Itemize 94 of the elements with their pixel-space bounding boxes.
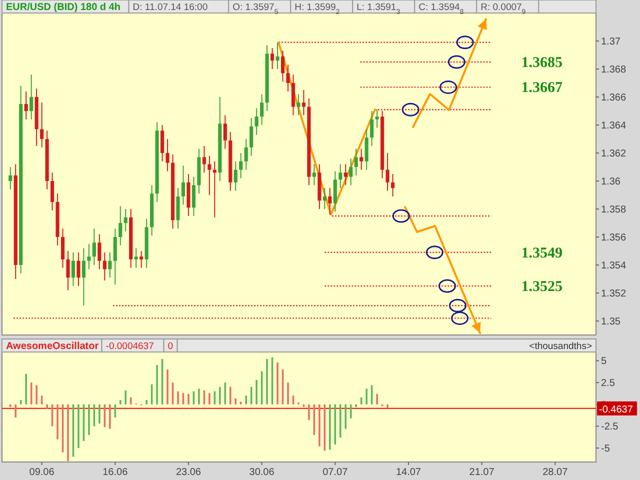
annotation: D: 11.07.14 16:00 bbox=[132, 2, 208, 13]
candlestick bbox=[333, 170, 337, 212]
candlestick bbox=[250, 118, 254, 156]
y-tick-label: 1.358 bbox=[601, 204, 626, 216]
candlestick bbox=[375, 109, 379, 128]
annotation: C: 1.3594$_{8}$ bbox=[418, 2, 464, 16]
candlestick bbox=[322, 188, 326, 210]
annotation: O: 1.3597$_{5}$ bbox=[232, 2, 278, 16]
y-tick-label: 1.37 bbox=[601, 36, 621, 48]
text: 1.3685 bbox=[521, 55, 562, 71]
candlestick bbox=[71, 252, 76, 286]
x-tick-label: 21.07 bbox=[469, 467, 495, 478]
x-tick-label: 09.06 bbox=[29, 467, 55, 478]
y-tick-label: 1.362 bbox=[601, 148, 626, 160]
candlestick bbox=[24, 90, 28, 120]
candlestick bbox=[40, 102, 44, 148]
y-tick-label: 1.352 bbox=[601, 288, 626, 300]
y-tick-label: 1.356 bbox=[601, 232, 626, 244]
text: 1.3525 bbox=[521, 279, 562, 295]
candlestick bbox=[50, 172, 54, 211]
candlestick bbox=[108, 252, 112, 278]
candlestick bbox=[328, 188, 332, 216]
y-tick-label: -5 bbox=[601, 444, 610, 455]
annotation: 0 bbox=[168, 341, 174, 352]
x-tick-label: 28.07 bbox=[542, 467, 568, 478]
candlestick bbox=[30, 74, 34, 120]
y-tick-label: -2.5 bbox=[601, 422, 619, 433]
candlestick bbox=[234, 160, 238, 192]
candlestick bbox=[98, 234, 102, 270]
candlestick bbox=[60, 228, 65, 268]
annotation: H: 1.3599$_{2}$ bbox=[294, 2, 340, 16]
candlestick bbox=[134, 248, 138, 268]
candlestick bbox=[239, 152, 243, 179]
candlestick bbox=[244, 138, 248, 170]
candlestick bbox=[102, 252, 106, 281]
candlestick bbox=[296, 94, 300, 116]
candlestick bbox=[390, 174, 395, 197]
candlestick bbox=[181, 165, 186, 206]
candlestick bbox=[118, 206, 122, 246]
y-tick-label: 1.366 bbox=[601, 92, 626, 104]
y-tick-label: 1.368 bbox=[601, 64, 626, 76]
candlestick bbox=[354, 148, 358, 176]
candlestick bbox=[208, 155, 212, 196]
candlestick bbox=[66, 250, 70, 291]
y-tick-label: 5 bbox=[601, 356, 607, 368]
candlestick bbox=[160, 124, 164, 162]
candlestick bbox=[202, 146, 206, 174]
chart-title: EUR/USD (BID) 180 d 4h bbox=[6, 2, 120, 13]
ref-line-label: -0.4637 bbox=[599, 404, 634, 416]
candlestick bbox=[140, 250, 144, 268]
y-tick-label: 1.35 bbox=[601, 316, 621, 328]
candlestick bbox=[270, 48, 274, 70]
x-tick-label: 23.06 bbox=[176, 467, 202, 478]
candlestick bbox=[192, 176, 196, 216]
candlestick bbox=[280, 50, 285, 82]
candlestick bbox=[312, 164, 316, 186]
candlestick bbox=[176, 188, 180, 230]
candlestick bbox=[124, 208, 128, 232]
x-tick-label: 16.06 bbox=[102, 467, 128, 478]
x-tick-label: 30.06 bbox=[249, 467, 275, 478]
candlestick bbox=[87, 244, 91, 270]
candlestick bbox=[364, 128, 368, 170]
candlestick bbox=[223, 114, 227, 150]
candlestick bbox=[82, 248, 86, 306]
text: 1.3549 bbox=[521, 245, 562, 262]
x-tick-label: 07.07 bbox=[322, 467, 348, 478]
candlestick bbox=[92, 228, 96, 266]
candlestick bbox=[338, 164, 342, 188]
text: 1.3667 bbox=[521, 80, 563, 96]
candlestick bbox=[291, 74, 296, 116]
candlestick bbox=[113, 228, 117, 286]
candlestick bbox=[344, 164, 348, 186]
candlestick bbox=[302, 90, 306, 116]
y-tick-label: 2.5 bbox=[601, 378, 616, 390]
y-tick-label: 1.354 bbox=[601, 260, 626, 272]
candlestick bbox=[349, 158, 353, 186]
y-tick-label: 1.36 bbox=[601, 176, 621, 188]
candlestick bbox=[276, 42, 280, 70]
candlestick bbox=[254, 108, 258, 136]
candlestick bbox=[286, 64, 290, 92]
annotation: L: 1.3591$_{3}$ bbox=[356, 2, 400, 16]
y-axis-title: <thousandths> bbox=[529, 341, 592, 352]
candlestick bbox=[370, 110, 374, 146]
chart-title: AwesomeOscillator bbox=[6, 341, 99, 352]
candlestick bbox=[8, 166, 12, 190]
x-tick-label: 14.07 bbox=[396, 467, 422, 478]
annotation: -0.0004637 bbox=[106, 341, 154, 352]
y-tick-label: 1.364 bbox=[601, 120, 626, 132]
candlestick bbox=[386, 152, 390, 192]
candlestick bbox=[360, 148, 364, 170]
candlestick bbox=[76, 252, 80, 286]
candlestick bbox=[260, 94, 264, 126]
annotation: R: 0.0007$_{9}$ bbox=[480, 2, 526, 16]
candlestick bbox=[166, 138, 170, 172]
